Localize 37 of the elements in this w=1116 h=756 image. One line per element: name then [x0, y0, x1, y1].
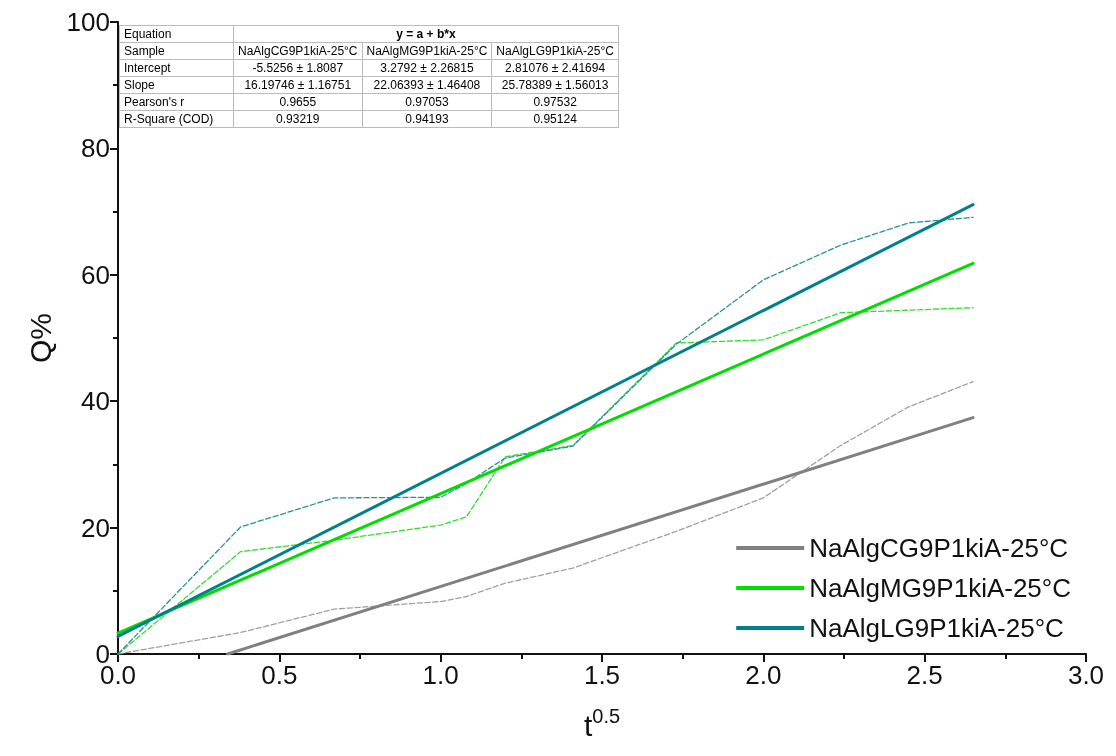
- annotation: Pearson's r: [119, 93, 234, 111]
- y-tick-label: 80: [81, 133, 110, 164]
- legend-label: NaAlgCG9P1kiA-25°C: [809, 533, 1069, 563]
- x-tick-label: 1.5: [583, 660, 621, 690]
- annotation: 0.94193: [362, 110, 492, 128]
- annotation: 0.9655: [233, 93, 363, 111]
- annotation: 22.06393 ± 1.46408: [362, 76, 492, 94]
- annotation: R-Square (COD): [119, 110, 234, 128]
- y-tick-label: 40: [81, 386, 110, 417]
- x-tick-label: 3.0: [1067, 660, 1105, 690]
- y-axis-title: Q%: [24, 312, 58, 364]
- x-tick-label: 1.0: [422, 660, 459, 690]
- annotation: -5.5256 ± 1.8087: [233, 59, 363, 77]
- annotation: y = a + b*x: [233, 25, 619, 43]
- annotation: Sample: [119, 42, 234, 60]
- y-tick-label: 20: [81, 512, 110, 543]
- annotation: NaAlgCG9P1kiA-25°C: [233, 42, 363, 60]
- annotation: Equation: [119, 25, 234, 43]
- y-tick-label: 100: [66, 7, 110, 37]
- x-tick-label: 2.5: [906, 660, 943, 690]
- annotation: NaAlgMG9P1kiA-25°C: [362, 42, 492, 60]
- annotation: 0.95124: [491, 110, 619, 128]
- y-tick-label: 60: [81, 259, 110, 290]
- annotation: Slope: [119, 76, 234, 94]
- annotation: 2.81076 ± 2.41694: [491, 59, 619, 77]
- legend-label: NaAlgMG9P1kiA-25°C: [809, 573, 1071, 603]
- annotation: 3.2792 ± 2.26815: [362, 59, 492, 77]
- annotation: 16.19746 ± 1.16751: [233, 76, 363, 94]
- annotation: 0.93219: [233, 110, 363, 128]
- annotation: 25.78389 ± 1.56013: [491, 76, 619, 94]
- annotation: NaAlgLG9P1kiA-25°C: [491, 42, 619, 60]
- annotation: Intercept: [119, 59, 234, 77]
- x-tick-label: 2.0: [745, 660, 782, 690]
- annotation: 0.97053: [362, 93, 492, 111]
- annotation: 0.97532: [491, 93, 619, 111]
- x-tick-label: 0.5: [261, 660, 298, 690]
- legend-label: NaAlgLG9P1kiA-25°C: [809, 613, 1064, 643]
